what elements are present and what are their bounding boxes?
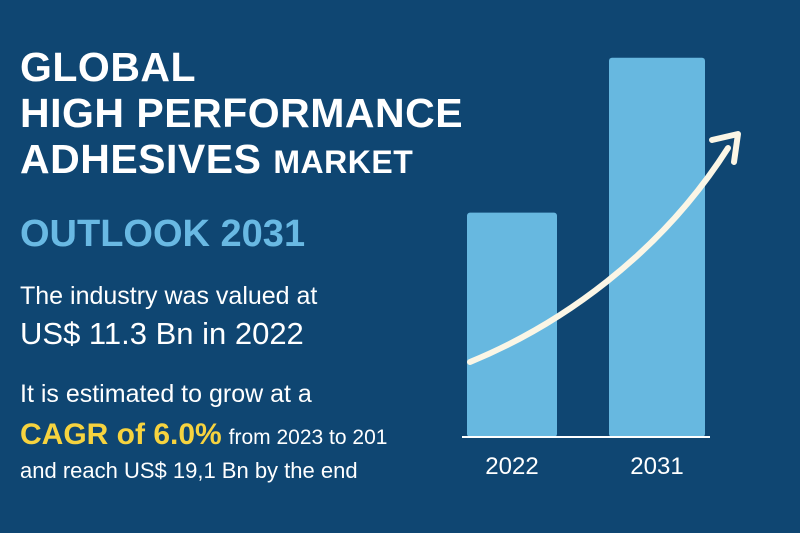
- fact-valued-amount: US$ 11.3 Bn in 2022: [20, 316, 304, 351]
- trend-arrow-line: [467, 145, 731, 365]
- fact-valued-label: The industry was valued at: [20, 282, 318, 310]
- fact-growth-label: It is estimated to grow at a: [20, 380, 312, 408]
- title-word-market: MARKET: [273, 144, 414, 180]
- title-line-3: ADHESIVES MARKET: [20, 136, 480, 185]
- x-axis-labels: 2022 2031: [485, 453, 683, 480]
- fact-cagr-line: CAGR of 6.0% from 2023 to 201: [20, 418, 387, 452]
- subtitle-outlook: OUTLOOK 2031: [20, 213, 306, 255]
- bar-2022: [467, 212, 557, 437]
- title-line-2: HIGH PERFORMANCE: [20, 90, 464, 136]
- trend-arrow-head: [709, 131, 741, 165]
- bar-2031: [609, 57, 705, 437]
- x-tick-label-2031: 2031: [630, 453, 683, 480]
- cagr-period: from 2023 to 201: [228, 426, 388, 449]
- cagr-highlight: CAGR of 6.0%: [20, 418, 222, 451]
- bar-group: [467, 57, 705, 437]
- fact-reach: and reach US$ 19,1 Bn by the end: [20, 458, 358, 483]
- title-word-adhesives: ADHESIVES: [20, 136, 262, 182]
- title-block: GLOBAL HIGH PERFORMANCE ADHESIVES MARKET: [20, 44, 480, 185]
- title-line-1: GLOBAL: [20, 44, 197, 90]
- x-tick-label-2022: 2022: [485, 453, 538, 480]
